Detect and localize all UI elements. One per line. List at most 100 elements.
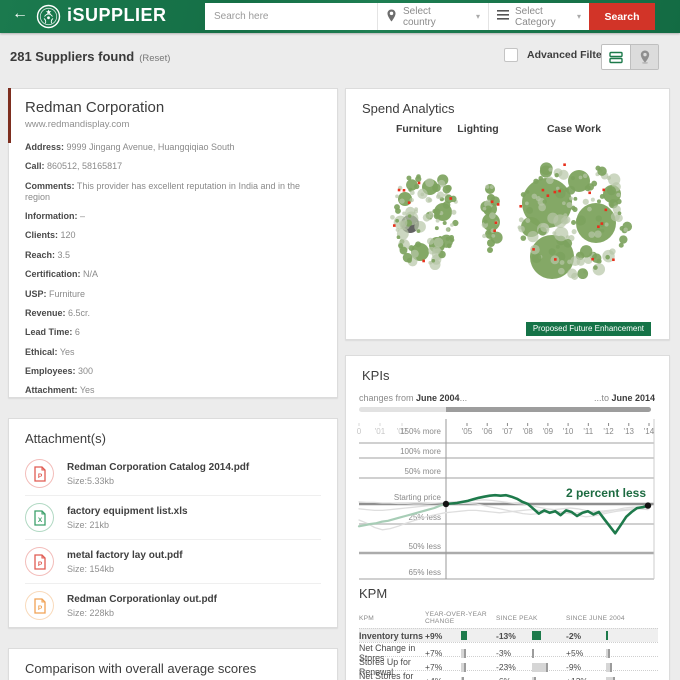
location-pin-icon bbox=[386, 9, 397, 25]
file-size: Size: 21kb bbox=[67, 519, 110, 530]
svg-text:'05: '05 bbox=[462, 427, 473, 436]
svg-text:50% more: 50% more bbox=[405, 467, 442, 476]
brand-logo-icon bbox=[36, 4, 61, 29]
supplier-field: USP: Furniture bbox=[25, 288, 86, 299]
bubble-chart: Furniture Lighting Case Work bbox=[390, 123, 633, 280]
kpm-mini-bar bbox=[606, 648, 658, 658]
svg-text:'11: '11 bbox=[583, 427, 593, 436]
attachment-row[interactable]: P Redman Corporation Catalog 2014.pdf Size… bbox=[25, 452, 321, 495]
supplier-field: Ethical: Yes bbox=[25, 346, 75, 357]
supplier-field: Revenue: 6.5cr. bbox=[25, 307, 91, 318]
file-name: Redman Corporationlay out.pdf bbox=[67, 593, 217, 605]
kpis-card: KPIs changes from June 2004... ...to Jun… bbox=[345, 355, 670, 680]
kpm-value: -2% bbox=[566, 630, 582, 641]
cluster-label: Case Work bbox=[547, 123, 601, 135]
svg-text:'08: '08 bbox=[522, 427, 533, 436]
kpm-row: Net Change in Stores +7% -3% +5% bbox=[359, 642, 658, 663]
svg-text:'06: '06 bbox=[482, 427, 493, 436]
svg-text:'13: '13 bbox=[624, 427, 635, 436]
kpm-row-name: Net Stores for Planning bbox=[359, 671, 414, 680]
svg-text:'12: '12 bbox=[603, 427, 614, 436]
app-header: ← iSUPPLIER Select country ▾ bbox=[0, 0, 680, 33]
date-range-row: changes from June 2004... ...to June 201… bbox=[359, 393, 655, 403]
back-arrow-icon[interactable]: ← bbox=[12, 5, 28, 22]
supplier-field: Comments: This provider has excellent re… bbox=[25, 180, 300, 202]
file-info: metal factory lay out.pdf Size: 154kb bbox=[67, 550, 183, 574]
advanced-filter[interactable]: Advanced Filter bbox=[504, 48, 606, 62]
kpm-value: -23% bbox=[496, 662, 516, 672]
comparison-title: Comparison with overall average scores bbox=[25, 661, 257, 676]
file-pdf-icon: P bbox=[25, 591, 54, 620]
svg-text:X: X bbox=[37, 517, 42, 524]
file-list: P Redman Corporation Catalog 2014.pdf Size… bbox=[25, 452, 321, 627]
view-toggle bbox=[601, 44, 659, 70]
cluster-label: Furniture bbox=[396, 123, 442, 135]
supplier-field: Information: – bbox=[25, 210, 86, 221]
kpm-header-cell: KPM bbox=[359, 614, 374, 622]
svg-text:50% less: 50% less bbox=[409, 542, 441, 551]
date-range-slider[interactable] bbox=[359, 407, 651, 412]
supplier-field: Address: 9999 Jingang Avenue, Huangqiqia… bbox=[25, 142, 235, 152]
kpm-rows: Inventory turns +9% -13% -2% Net Change in S… bbox=[359, 628, 658, 680]
kpm-value: -13% bbox=[496, 630, 516, 641]
category-select[interactable]: Select Category ▾ bbox=[488, 3, 589, 30]
advanced-filter-checkbox[interactable] bbox=[504, 48, 518, 62]
list-view-button[interactable] bbox=[602, 45, 630, 69]
advanced-filter-label: Advanced Filter bbox=[527, 49, 606, 61]
search-button[interactable]: Search bbox=[589, 3, 655, 30]
search-input[interactable] bbox=[205, 3, 377, 30]
svg-text:150% more: 150% more bbox=[400, 427, 441, 436]
file-info: Redman Corporationlay out.pdf Size: 228kb bbox=[67, 594, 217, 618]
end-value-annotation: 2 percent less bbox=[566, 486, 646, 500]
country-select-label: Select country bbox=[403, 5, 436, 28]
supplier-website-link[interactable]: www.redmandisplay.com bbox=[25, 119, 130, 130]
supplier-field: Attachment: Yes bbox=[25, 385, 95, 396]
kpm-mini-bar bbox=[606, 631, 658, 640]
supplier-field: Employees: 300 bbox=[25, 366, 94, 377]
kpm-value: +9% bbox=[425, 630, 443, 641]
reset-link[interactable]: (Reset) bbox=[139, 53, 171, 64]
brand-title: iSUPPLIER bbox=[67, 5, 167, 25]
kpm-value: +7% bbox=[425, 648, 443, 658]
svg-text:P: P bbox=[37, 605, 42, 612]
supplier-field: Reach: 3.5 bbox=[25, 249, 71, 260]
attachments-title: Attachment(s) bbox=[25, 431, 106, 446]
file-name: metal factory lay out.pdf bbox=[67, 549, 183, 561]
kpm-title: KPM bbox=[359, 586, 388, 601]
cluster-label: Lighting bbox=[457, 123, 498, 135]
file-info: Redman Corporation Catalog 2014.pdf Size:… bbox=[67, 462, 249, 486]
attachment-row[interactable]: P Redman Corporationlay out.pdf Size: 228k… bbox=[25, 583, 321, 627]
kpm-mini-bar bbox=[606, 676, 658, 680]
spend-analytics-title: Spend Analytics bbox=[362, 101, 455, 116]
kpm-mini-bar bbox=[606, 662, 658, 672]
range-from: changes from June 2004... bbox=[359, 393, 468, 403]
supplier-accent-bar bbox=[8, 88, 11, 143]
kpm-mini-bar bbox=[461, 648, 496, 658]
spend-analytics-card: Spend Analytics Furniture Lighting Case Wo… bbox=[345, 88, 670, 340]
kpm-header-cell: YEAR-OVER-YEAR CHANGE bbox=[425, 611, 487, 625]
supplier-field: Certification: N/A bbox=[25, 269, 99, 280]
supplier-card: Redman Corporation www.redmandisplay.com… bbox=[8, 88, 338, 398]
slider-track-left[interactable] bbox=[359, 407, 446, 412]
kpm-value: -3% bbox=[496, 648, 512, 658]
slider-track-selected[interactable] bbox=[446, 407, 651, 412]
kpm-mini-bar bbox=[532, 676, 566, 680]
country-select[interactable]: Select country ▾ bbox=[377, 3, 488, 30]
kpm-row: Stores Up for Renewal +7% -23% -9% bbox=[359, 656, 658, 677]
svg-text:'07: '07 bbox=[502, 427, 513, 436]
supplier-name: Redman Corporation bbox=[25, 99, 165, 116]
range-to: ...to June 2014 bbox=[593, 393, 655, 403]
map-view-button[interactable] bbox=[630, 45, 658, 69]
comparison-card: Comparison with overall average scores R… bbox=[8, 648, 338, 680]
kpm-value: -9% bbox=[566, 662, 582, 672]
map-pin-icon bbox=[640, 50, 649, 64]
kpm-mini-bar bbox=[532, 662, 566, 672]
kpm-header-cell: SINCE JUNE 2004 bbox=[566, 614, 625, 622]
svg-text:'09: '09 bbox=[543, 427, 554, 436]
supplier-fields: Address: 9999 Jingang Avenue, Huangqiqia… bbox=[25, 142, 321, 396]
kpm-row: Net Stores for Planning +4% -6% +13% bbox=[359, 670, 658, 680]
file-size: Size:5.33kb bbox=[67, 475, 115, 486]
